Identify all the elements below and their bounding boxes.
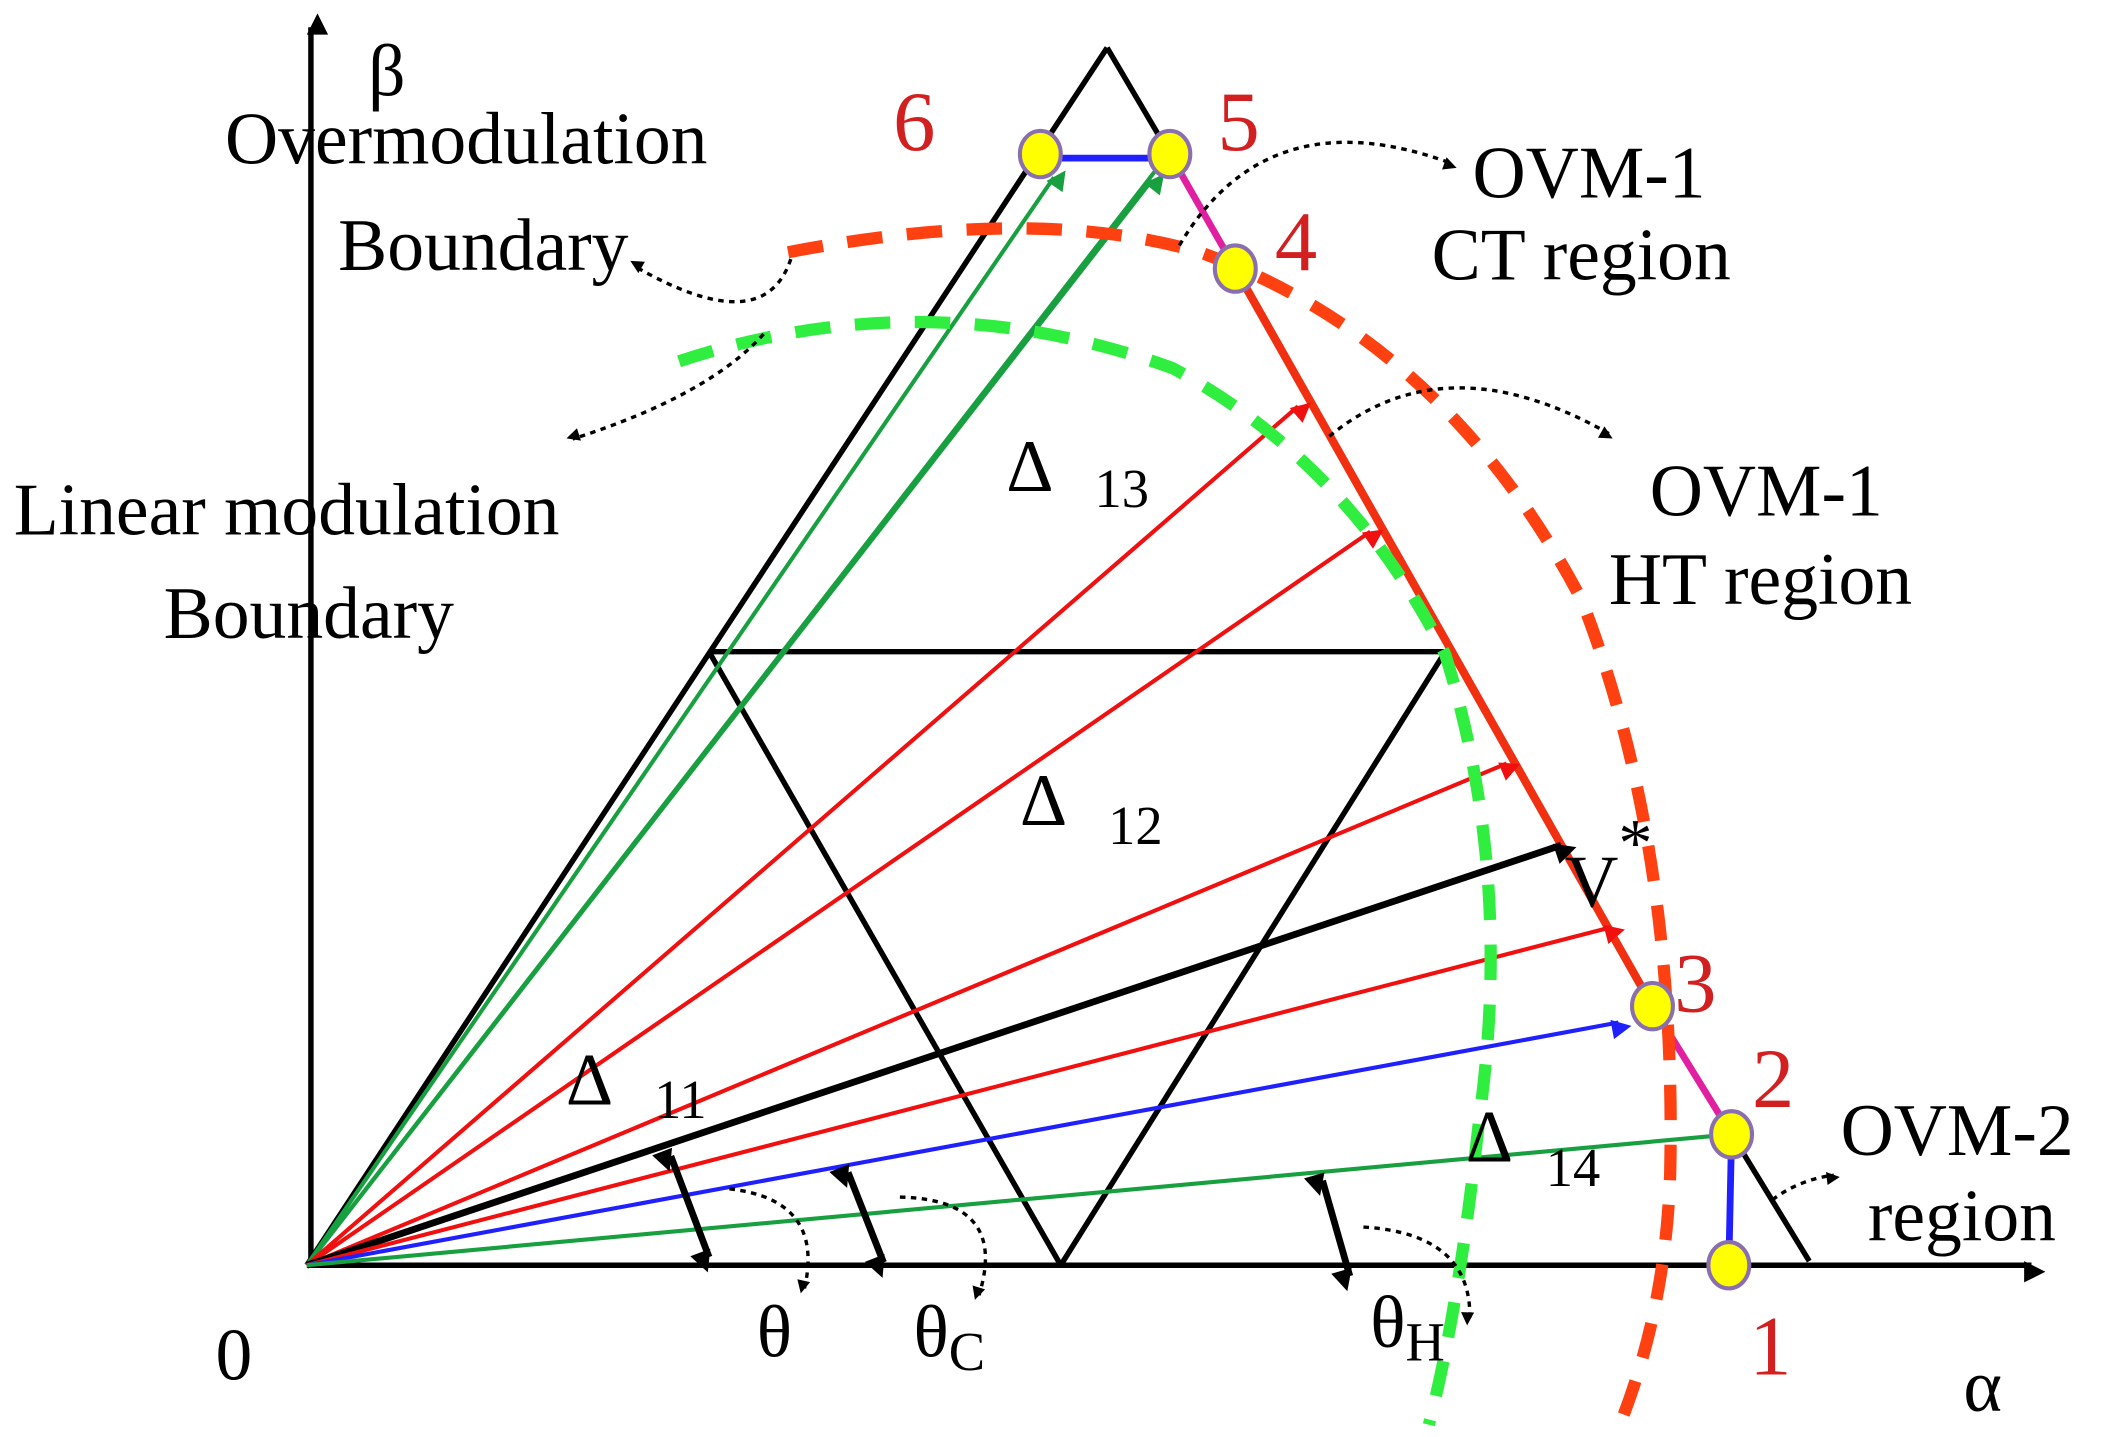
point-marker [1709, 1109, 1755, 1160]
angle-symbol: θ [1370, 1281, 1405, 1363]
region-label: CT region [1432, 213, 1731, 295]
triangle-label: Δ 13 [1006, 425, 1149, 519]
line [1731, 1136, 1812, 1263]
line [305, 842, 1577, 1269]
triangle-symbol: Δ [1466, 1096, 1513, 1178]
curve [630, 258, 793, 304]
line [306, 1130, 1745, 1268]
point-marker [1017, 128, 1063, 180]
angle-label: θH [1370, 1281, 1445, 1373]
boundary-label: Overmodulation [225, 98, 707, 180]
region-label: OVM-1 [1473, 132, 1706, 214]
triangle-subscript: 12 [1108, 795, 1163, 856]
boundary-label: Boundary [164, 572, 454, 654]
triangle-subscript: 11 [654, 1069, 707, 1130]
point-label: 5 [1218, 76, 1260, 169]
alpha-label: α [1963, 1345, 2002, 1427]
boundary-curves [677, 222, 1677, 1428]
vector-superscript: * [1618, 805, 1652, 881]
curve [566, 332, 765, 441]
triangle-label: Δ 12 [1020, 759, 1163, 856]
curve [1328, 386, 1613, 439]
angle-markers [652, 1147, 1354, 1292]
angle-symbol: θ [757, 1291, 792, 1373]
curve [1177, 140, 1457, 247]
point-label: 4 [1275, 196, 1317, 289]
line [706, 650, 1064, 1267]
angle-label: θC [914, 1291, 986, 1383]
triangle-symbol: Δ [1006, 425, 1053, 507]
line [305, 529, 1384, 1267]
triangle-subscript: 13 [1094, 458, 1149, 519]
vectors [305, 154, 1745, 1269]
vector-symbol: V [1565, 841, 1618, 923]
triangle-symbol: Δ [1020, 759, 1067, 841]
angle-symbol: θ [914, 1291, 949, 1373]
line [304, 46, 1110, 1267]
origin-label: 0 [215, 1314, 252, 1396]
angle-subscript: C [949, 1321, 985, 1382]
line [306, 761, 1521, 1268]
line [306, 924, 1625, 1268]
boundary-label: Boundary [338, 204, 628, 286]
region-label: OVM-1 [1650, 449, 1883, 531]
line [652, 1147, 713, 1273]
pointer-arrows [566, 140, 1840, 1326]
point-label: 2 [1752, 1033, 1794, 1126]
line [1304, 1172, 1354, 1292]
line [1231, 266, 1657, 1009]
sector-lines [304, 46, 1812, 1267]
angle-label: θ [757, 1291, 792, 1373]
points [1017, 128, 1755, 1291]
triangle-label: Δ 14 [1466, 1096, 1601, 1199]
angle-subscript: H [1406, 1312, 1445, 1373]
point-marker [1706, 1239, 1752, 1291]
curve [786, 222, 1677, 1428]
line [1104, 46, 1169, 149]
boundary-label: Linear modulation [14, 468, 560, 550]
point-label: 3 [1674, 938, 1716, 1031]
point-marker [1147, 128, 1193, 180]
point-label: 1 [1749, 1300, 1791, 1393]
curve [1771, 1172, 1840, 1202]
triangle-label: Δ 11 [566, 1038, 707, 1130]
region-label: region [1868, 1175, 2056, 1257]
curve [899, 1195, 988, 1300]
beta-label: β [368, 29, 405, 111]
point-marker [1212, 243, 1258, 294]
vector-label: V* [1565, 805, 1652, 923]
point-label: 6 [893, 76, 935, 169]
region-label: OVM-2 [1841, 1089, 2074, 1171]
line [306, 1019, 1632, 1268]
line [305, 154, 1176, 1267]
region-label: HT region [1609, 538, 1912, 620]
line [305, 170, 1066, 1267]
trajectory [1040, 152, 1735, 1266]
triangle-symbol: Δ [566, 1038, 613, 1120]
point-marker [1629, 980, 1675, 1032]
triangle-subscript: 14 [1546, 1137, 1601, 1198]
line [305, 402, 1312, 1267]
curve [1363, 1225, 1475, 1326]
line [1058, 650, 1448, 1267]
curve [729, 1187, 811, 1294]
line [829, 1164, 887, 1278]
curve [677, 315, 1497, 1427]
